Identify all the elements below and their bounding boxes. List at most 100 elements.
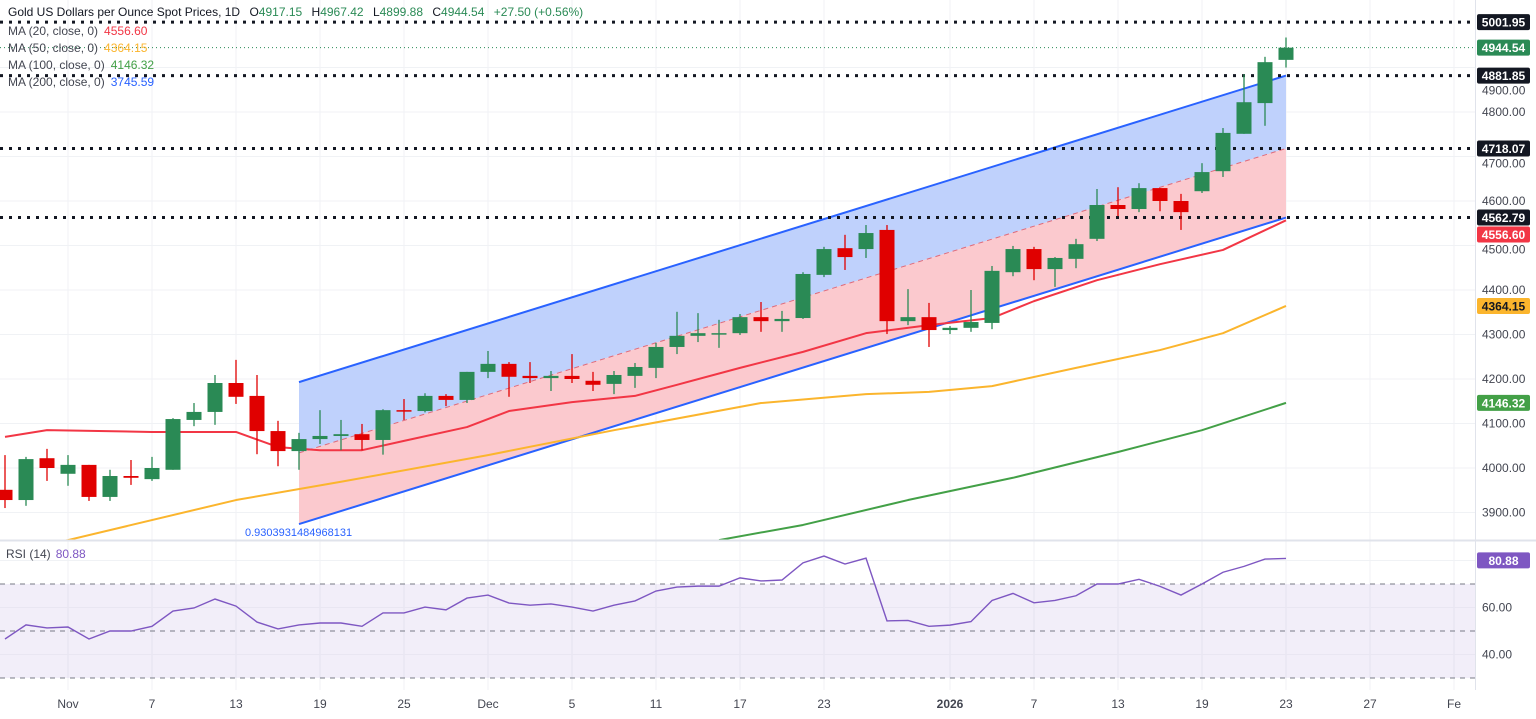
- level-price-tag: 4881.85: [1482, 69, 1526, 83]
- candle: [1068, 238, 1084, 269]
- candle: [102, 469, 118, 501]
- level-price-tag: 4562.79: [1482, 211, 1526, 225]
- candle-body: [1005, 249, 1021, 273]
- candle-body: [1236, 102, 1252, 134]
- rsi-band: [0, 584, 1475, 678]
- time-tick-label: Dec: [477, 697, 498, 711]
- candle: [1026, 246, 1042, 281]
- change-value: +27.50 (+0.56%): [493, 5, 584, 19]
- candle-body: [1152, 188, 1168, 201]
- ma50-legend[interactable]: MA (50, close, 0) 4364.15: [8, 40, 147, 56]
- time-tick-label: 23: [817, 697, 831, 711]
- close-label: C: [432, 5, 442, 19]
- candle-body: [333, 434, 349, 436]
- level-price-tag-bg: [1477, 209, 1530, 226]
- level-price-tag-bg: [1477, 67, 1530, 84]
- ma20-legend[interactable]: MA (20, close, 0) 4556.60: [8, 23, 147, 39]
- candle: [312, 410, 328, 444]
- candle-body: [501, 363, 517, 377]
- candle: [0, 455, 13, 509]
- candle-body: [270, 431, 286, 452]
- candle-body: [858, 233, 874, 250]
- open-value: 4917.15: [258, 5, 303, 19]
- candle-body: [837, 248, 853, 258]
- candle: [501, 362, 517, 397]
- candle: [375, 409, 391, 455]
- candle-body: [0, 489, 13, 501]
- price-pane: [0, 20, 1475, 540]
- ma50-price-tag: 4364.15: [1482, 299, 1526, 313]
- rsi-legend[interactable]: RSI (14) 80.88: [6, 547, 86, 561]
- candle: [795, 272, 811, 319]
- time-tick-label: 23: [1279, 697, 1293, 711]
- level-price-tag-bg: [1477, 140, 1530, 157]
- candle: [858, 225, 874, 258]
- candle: [606, 370, 622, 395]
- candle-body: [291, 439, 307, 452]
- price-tick-label: 4200.00: [1482, 372, 1526, 386]
- candle: [690, 313, 706, 343]
- time-tick-label: 13: [229, 697, 243, 711]
- price-tick-label: 4000.00: [1482, 461, 1526, 475]
- price-tick-label: 4300.00: [1482, 328, 1526, 342]
- candle: [648, 342, 664, 379]
- candle: [165, 418, 181, 470]
- rsi-tick-label: 60.00: [1482, 601, 1512, 615]
- time-tick-label: 13: [1111, 697, 1125, 711]
- price-tick-label: 4400.00: [1482, 283, 1526, 297]
- candle-body: [1278, 47, 1294, 60]
- ma200-label: MA (200, close, 0): [8, 75, 105, 89]
- time-tick-label: 17: [733, 697, 747, 711]
- candle: [774, 310, 790, 332]
- candle-body: [711, 333, 727, 335]
- candle-body: [1068, 244, 1084, 259]
- candle-body: [165, 419, 181, 470]
- candle-body: [375, 410, 391, 440]
- time-tick-label: 19: [313, 697, 327, 711]
- last-price-tag-bg: [1477, 39, 1530, 56]
- candle-body: [753, 317, 769, 322]
- ma100-legend[interactable]: MA (100, close, 0) 4146.32: [8, 57, 154, 73]
- price-tick-label: 4900.00: [1482, 84, 1526, 98]
- price-tick-label: 4100.00: [1482, 417, 1526, 431]
- candle-body: [354, 434, 370, 440]
- ma200-legend[interactable]: MA (200, close, 0) 3745.59: [8, 74, 154, 90]
- ma100-line: [718, 401, 1287, 540]
- ma50-value: 4364.15: [104, 41, 148, 55]
- candle: [333, 419, 349, 451]
- rsi-value-tag-bg: [1477, 552, 1530, 569]
- candle-body: [459, 371, 475, 400]
- candle: [291, 432, 307, 470]
- time-tick-label: 2026: [937, 697, 964, 711]
- open-label: O: [249, 5, 259, 19]
- candle-body: [879, 229, 895, 322]
- level-price-tag-bg: [1477, 14, 1530, 31]
- candle-body: [1131, 188, 1147, 210]
- candle-body: [228, 383, 244, 397]
- candle: [123, 459, 139, 485]
- time-tick-label: Fe: [1447, 697, 1461, 711]
- candle: [1194, 163, 1210, 193]
- candle-body: [984, 270, 1000, 323]
- candle: [186, 403, 202, 427]
- time-tick-label: 19: [1195, 697, 1209, 711]
- candle-body: [186, 411, 202, 420]
- candle-body: [438, 395, 454, 400]
- candle-body: [795, 273, 811, 319]
- candle: [669, 311, 685, 355]
- candle-body: [522, 375, 538, 379]
- low-value: 4899.88: [379, 5, 424, 19]
- time-tick-label: 7: [1031, 697, 1038, 711]
- low-label: L: [372, 5, 380, 19]
- time-tick-label: 7: [149, 697, 156, 711]
- time-tick-label: 27: [1363, 697, 1377, 711]
- candle-body: [1026, 249, 1042, 270]
- high-label: H: [311, 5, 321, 19]
- time-tick-label: 11: [650, 697, 663, 711]
- price-tick-label: 4800.00: [1482, 105, 1526, 119]
- candle-body: [816, 249, 832, 275]
- candle-body: [60, 464, 76, 474]
- rsi-tick-label: 40.00: [1482, 648, 1512, 662]
- candle: [1089, 188, 1105, 242]
